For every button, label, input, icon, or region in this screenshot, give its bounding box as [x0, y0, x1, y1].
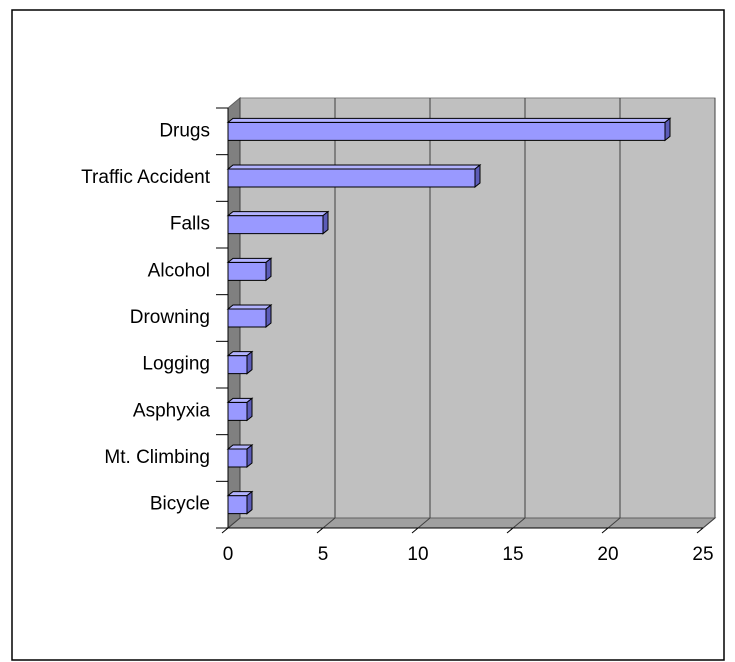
floor-grid-line — [322, 517, 336, 529]
bar-front — [227, 215, 324, 235]
bar-side — [246, 350, 253, 375]
bar-side — [474, 163, 481, 189]
bar-side — [322, 210, 329, 235]
bar-front — [227, 308, 267, 328]
bar — [226, 443, 254, 469]
bar-side — [664, 117, 671, 142]
y-tick-label: Asphyxia — [133, 400, 211, 421]
x-tick — [506, 527, 514, 534]
y-tick-label: Drowning — [130, 307, 210, 328]
bar-front — [227, 448, 248, 468]
y-tick-label: Logging — [142, 354, 210, 375]
bar-top — [226, 211, 330, 217]
bar-top — [226, 117, 672, 123]
x-tick-label: 20 — [597, 544, 618, 565]
bar — [226, 257, 273, 282]
bar-front — [227, 355, 248, 375]
x-tick-label: 25 — [692, 544, 713, 565]
bar — [226, 163, 482, 189]
y-tick-label: Falls — [170, 214, 210, 235]
x-tick — [696, 527, 704, 534]
floor-grid-line — [227, 517, 241, 529]
bar-side — [265, 303, 272, 329]
bar-side — [246, 397, 253, 422]
y-tick-label: Traffic Accident — [81, 167, 211, 188]
y-tick-label: Mt. Climbing — [104, 447, 210, 468]
bar-front — [227, 401, 248, 421]
x-tick — [221, 527, 229, 534]
floor — [226, 517, 717, 529]
bar — [226, 210, 330, 235]
floor-grid-line — [607, 517, 621, 529]
x-tick-label: 15 — [502, 544, 523, 565]
x-tick-label: 0 — [223, 544, 234, 565]
bar-side — [246, 443, 253, 469]
bar — [226, 397, 254, 422]
bar-front — [227, 495, 248, 515]
bar — [226, 303, 273, 329]
x-tick — [316, 527, 324, 534]
y-tick-label: Alcohol — [148, 260, 210, 281]
floor-grid-line — [417, 517, 431, 529]
floor-grid-line — [512, 517, 526, 529]
bar-front — [227, 261, 267, 281]
bar-side — [265, 257, 272, 282]
x-tick — [411, 527, 419, 534]
bar-front — [227, 121, 666, 141]
floor-grid-line — [702, 517, 716, 529]
y-tick-label: Bicycle — [150, 494, 210, 515]
bar-front — [227, 168, 476, 188]
bar — [226, 117, 672, 142]
x-tick-label: 5 — [318, 544, 329, 565]
bar-side — [246, 490, 253, 515]
x-tick-label: 10 — [407, 544, 428, 565]
x-tick — [601, 527, 609, 534]
back-wall — [239, 97, 716, 519]
bar — [226, 490, 254, 515]
bar — [226, 350, 254, 375]
bar-top — [226, 257, 273, 263]
y-tick-label: Drugs — [159, 120, 210, 141]
bar-top — [226, 164, 482, 170]
bar-top — [226, 304, 273, 310]
